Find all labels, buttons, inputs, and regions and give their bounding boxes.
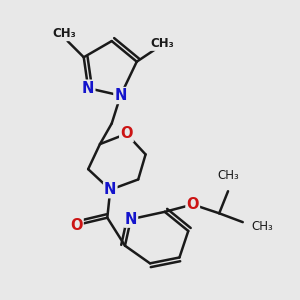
- Text: CH₃: CH₃: [150, 37, 174, 50]
- Text: N: N: [114, 88, 127, 103]
- Text: O: O: [70, 218, 82, 232]
- Text: O: O: [186, 197, 199, 212]
- Text: N: N: [104, 182, 116, 197]
- Text: N: N: [82, 81, 94, 96]
- Text: CH₃: CH₃: [52, 27, 76, 40]
- Text: N: N: [125, 212, 137, 227]
- Text: O: O: [120, 126, 133, 141]
- Text: CH₃: CH₃: [252, 220, 273, 233]
- Text: CH₃: CH₃: [217, 169, 239, 182]
